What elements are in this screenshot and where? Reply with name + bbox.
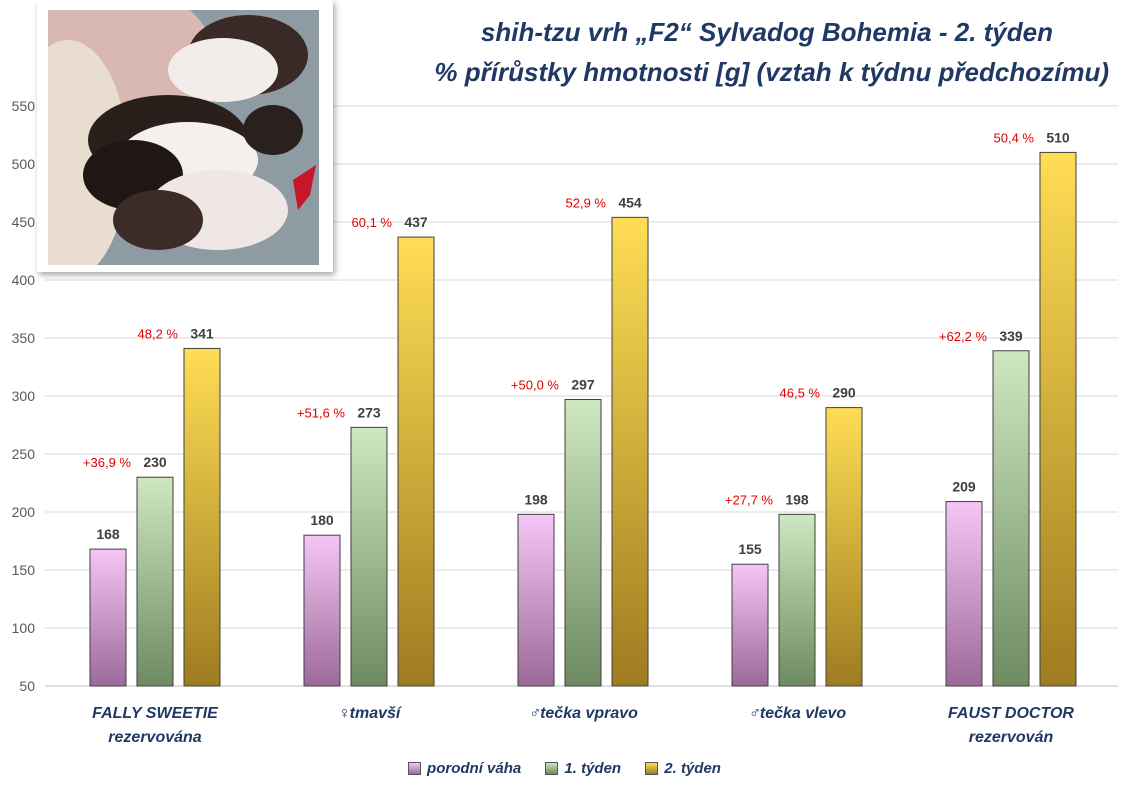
puppies-photo-frame <box>37 0 333 272</box>
y-tick-label: 350 <box>12 330 36 346</box>
legend: porodní váha 1. týden 2. týden <box>0 760 1129 779</box>
legend-label-birth-weight: porodní váha <box>427 760 522 777</box>
growth-label-week-2: 52,9 % <box>566 195 607 210</box>
category-label-status: rezervován <box>968 729 1054 746</box>
bar-week-2 <box>825 407 863 687</box>
growth-label-week-1: +36,9 % <box>83 455 132 470</box>
bar-week-2 <box>611 216 649 687</box>
y-tick-label: 250 <box>12 446 36 462</box>
legend-swatch-birth-weight <box>408 762 422 775</box>
legend-swatch-week-2 <box>645 762 659 775</box>
bar-value-label: 198 <box>785 491 809 507</box>
chart-subtitle: % přírůstky hmotnosti [g] (vztah k týdnu… <box>434 57 1109 87</box>
bar-value-label: 297 <box>571 376 595 392</box>
legend-item-birth-weight: porodní váha <box>408 760 521 777</box>
legend-item-week-1: 1. týden <box>545 760 621 777</box>
growth-label-week-1: +27,7 % <box>725 492 774 507</box>
category-label-name: ♂tečka vlevo <box>747 705 847 722</box>
legend-swatch-week-1 <box>545 762 559 775</box>
category-label-name: FAUST DOCTOR <box>948 705 1074 722</box>
category-label: ♂tečka vlevo <box>697 702 897 726</box>
growth-label-week-2: 60,1 % <box>352 215 393 230</box>
growth-label-week-1: +50,0 % <box>511 377 560 392</box>
bar-week-2 <box>1039 151 1077 687</box>
growth-label-week-1: +62,2 % <box>939 329 988 344</box>
bar-value-label: 209 <box>952 479 976 495</box>
bar-value-label: 155 <box>738 541 762 557</box>
bar-birth-weight <box>945 501 983 687</box>
category-label: ♀tmavší <box>269 702 469 726</box>
bar-week-2 <box>183 347 221 687</box>
growth-label-week-2: 48,2 % <box>138 326 179 341</box>
bar-birth-weight <box>517 513 555 687</box>
bar-week-1 <box>564 398 602 687</box>
bar-birth-weight <box>89 548 127 687</box>
legend-label-week-2: 2. týden <box>664 760 721 777</box>
y-tick-label: 550 <box>12 98 36 114</box>
y-tick-label: 400 <box>12 272 36 288</box>
y-tick-label: 500 <box>12 156 36 172</box>
bar-value-label: 198 <box>524 491 548 507</box>
bar-birth-weight <box>731 563 769 687</box>
bar-value-label: 180 <box>310 512 334 528</box>
legend-label-week-1: 1. týden <box>564 760 622 777</box>
category-label: FALLY SWEETIE rezervována <box>55 702 255 750</box>
bar-value-label: 341 <box>190 325 214 341</box>
bar-value-label: 230 <box>143 454 167 470</box>
category-label-name: ♀tmavší <box>337 705 401 722</box>
category-label: ♂tečka vpravo <box>483 702 683 726</box>
y-tick-label: 450 <box>12 214 36 230</box>
chart-title: shih-tzu vrh „F2“ Sylvadog Bohemia - 2. … <box>480 17 1053 47</box>
y-tick-label: 150 <box>12 562 36 578</box>
growth-label-week-2: 46,5 % <box>780 386 821 401</box>
bar-value-label: 290 <box>832 385 856 401</box>
bar-week-1 <box>778 513 816 687</box>
y-tick-label: 50 <box>19 678 35 694</box>
category-label-name: ♂tečka vpravo <box>528 705 638 722</box>
bar-week-1 <box>136 476 174 687</box>
bar-week-1 <box>992 350 1030 687</box>
bar-week-1 <box>350 426 388 687</box>
bar-value-label: 454 <box>618 194 642 210</box>
growth-label-week-2: 50,4 % <box>994 130 1035 145</box>
bar-value-label: 437 <box>404 214 428 230</box>
growth-label-week-1: +51,6 % <box>297 405 346 420</box>
bar-value-label: 510 <box>1046 129 1070 145</box>
category-label-status: rezervována <box>108 729 202 746</box>
bar-week-2 <box>397 236 435 687</box>
bar-birth-weight <box>303 534 341 687</box>
y-tick-label: 200 <box>12 504 36 520</box>
legend-item-week-2: 2. týden <box>645 760 721 777</box>
category-label: FAUST DOCTOR rezervován <box>911 702 1111 750</box>
puppies-photo <box>48 10 319 265</box>
bar-value-label: 168 <box>96 526 120 542</box>
y-tick-label: 300 <box>12 388 36 404</box>
y-tick-label: 100 <box>12 620 36 636</box>
bar-value-label: 339 <box>999 328 1023 344</box>
bar-value-label: 273 <box>357 404 381 420</box>
category-label-name: FALLY SWEETIE <box>92 705 218 722</box>
